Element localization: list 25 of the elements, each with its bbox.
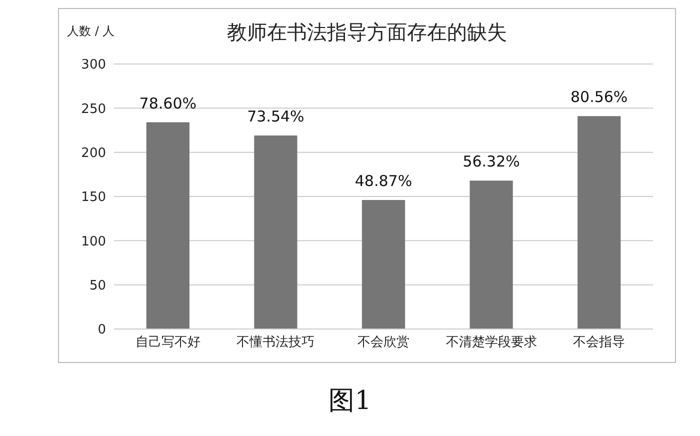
y-tick-label: 50 xyxy=(89,278,106,294)
y-tick-label: 200 xyxy=(81,146,106,161)
x-tick-label: 不清楚学段要求 xyxy=(446,335,537,350)
annotation: 73.54% xyxy=(247,108,304,126)
y-tick-label: 0 xyxy=(98,322,106,338)
bar xyxy=(146,122,190,329)
chart-title: 教师在书法指导方面存在的缺失 xyxy=(227,20,507,44)
annotation: 48.87% xyxy=(354,172,412,190)
y-tick-label: 150 xyxy=(81,190,106,206)
annotation: 78.60% xyxy=(139,94,196,112)
x-tick-label: 不会欣赏 xyxy=(358,335,410,350)
bar xyxy=(578,116,621,329)
bar xyxy=(254,136,298,329)
bar xyxy=(362,200,406,329)
x-tick-label: 不懂书法技巧 xyxy=(236,335,315,350)
y-tick-label: 250 xyxy=(81,102,106,117)
y-tick-label: 300 xyxy=(81,58,106,73)
x-tick-label: 不会指导 xyxy=(573,335,626,350)
y-tick-label: 100 xyxy=(81,234,106,250)
annotation: 80.56% xyxy=(570,88,628,106)
bar xyxy=(470,180,513,329)
annotation: 56.32% xyxy=(462,152,520,171)
caption: 图1 xyxy=(328,385,372,418)
y-axis-title: 人数 / 人 xyxy=(67,23,115,40)
x-tick-label: 自己写不好 xyxy=(135,335,200,350)
